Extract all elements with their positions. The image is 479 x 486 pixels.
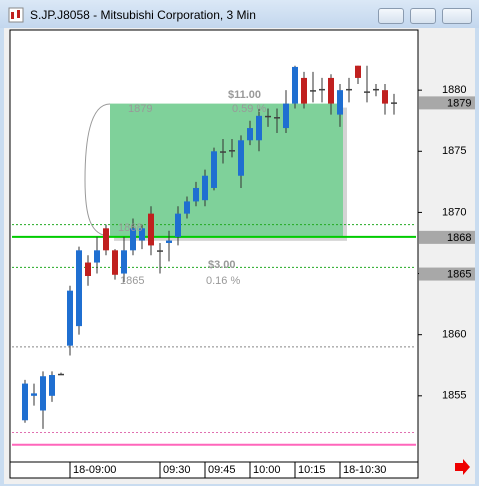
scroll-arrow[interactable] xyxy=(455,459,470,475)
chart: $11.00 0.59 % 1879 $3.00 0.16 % 1865 186… xyxy=(4,28,475,484)
candle-body xyxy=(319,88,325,91)
candle-body xyxy=(202,175,208,201)
price-label-box xyxy=(419,230,475,244)
candle-body xyxy=(391,102,397,104)
x-tick-label: 09:45 xyxy=(208,464,236,476)
x-tick-label: 18-10:30 xyxy=(343,464,386,476)
candle-body xyxy=(265,115,271,118)
candle-body xyxy=(328,77,334,104)
profit-label: $11.00 xyxy=(228,89,261,101)
candle-body xyxy=(58,373,64,376)
candle-body xyxy=(337,90,343,115)
candle-body xyxy=(22,383,28,421)
price-label-box xyxy=(419,96,475,110)
y-tick-label: 1875 xyxy=(442,145,466,157)
target-label: 1879 xyxy=(128,103,152,115)
candle-body xyxy=(355,65,361,78)
candle-body xyxy=(301,77,307,104)
candle-body xyxy=(175,213,181,237)
candle-body xyxy=(211,151,217,188)
candle-body xyxy=(157,250,163,252)
price-label: 1868 xyxy=(447,232,471,244)
candle-body xyxy=(166,240,172,243)
candle-body xyxy=(247,128,253,141)
window-title: S.JP.J8058 - Mitsubishi Corporation, 3 M… xyxy=(30,8,256,22)
candle-body xyxy=(112,250,118,275)
title-bar: S.JP.J8058 - Mitsubishi Corporation, 3 M… xyxy=(0,0,479,28)
price-label: 1879 xyxy=(447,97,471,109)
price-label: 1865 xyxy=(447,268,471,280)
price-label-box xyxy=(419,267,475,281)
candle-body xyxy=(103,228,109,251)
candle-body xyxy=(184,201,190,214)
candle-body xyxy=(67,290,73,346)
stop-label: 1865 xyxy=(120,275,144,287)
candle-body xyxy=(76,250,82,327)
y-tick-label: 1855 xyxy=(442,390,466,402)
entry-label: 1868 xyxy=(118,222,142,234)
candle-body xyxy=(40,376,46,411)
candle-body xyxy=(229,150,235,152)
candle-body xyxy=(193,187,199,202)
profit-pct-label: 0.59 % xyxy=(232,103,266,115)
x-tick-label: 10:00 xyxy=(253,464,281,476)
candle-body xyxy=(85,262,91,276)
candle-body xyxy=(310,90,316,92)
candle-body xyxy=(220,151,226,153)
candle-body xyxy=(31,393,37,396)
candle-body xyxy=(139,228,145,241)
candle-body xyxy=(382,90,388,104)
risk-label: $3.00 xyxy=(208,259,236,271)
minimize-button[interactable] xyxy=(378,8,404,24)
app-icon xyxy=(8,7,24,23)
x-tick-label: 09:30 xyxy=(163,464,191,476)
target-box xyxy=(110,103,343,237)
candle-body xyxy=(274,117,280,119)
y-tick-label: 1860 xyxy=(442,329,466,341)
candle-body xyxy=(148,213,154,246)
candle-body xyxy=(283,103,289,129)
candle-body xyxy=(49,375,55,396)
candle-body xyxy=(373,88,379,91)
candle-body xyxy=(364,91,370,93)
candle-body xyxy=(238,140,244,176)
candle-body xyxy=(346,88,352,91)
candle-body xyxy=(121,250,127,274)
risk-pct-label: 0.16 % xyxy=(206,275,240,287)
candle-body xyxy=(94,250,100,263)
candle-body xyxy=(292,66,298,104)
y-tick-label: 1880 xyxy=(442,84,466,96)
x-tick-label: 10:15 xyxy=(298,464,326,476)
candle-body xyxy=(256,115,262,141)
y-tick-label: 1870 xyxy=(442,206,466,218)
candle-body xyxy=(130,228,136,251)
maximize-button[interactable] xyxy=(410,8,436,24)
close-button[interactable] xyxy=(442,8,472,24)
x-tick-label: 18-09:00 xyxy=(73,464,116,476)
